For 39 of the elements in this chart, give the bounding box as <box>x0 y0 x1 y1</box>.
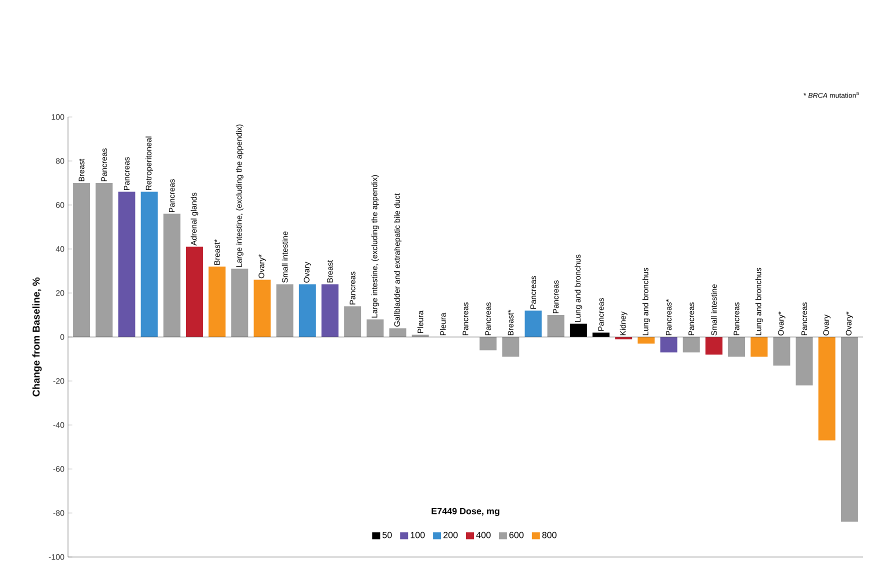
bar <box>592 332 610 337</box>
bar <box>728 337 746 357</box>
bar <box>660 337 678 352</box>
bar <box>140 192 158 337</box>
legend-label: 50 <box>382 532 392 538</box>
bar <box>118 192 136 337</box>
bar <box>321 284 338 337</box>
bar <box>208 266 226 337</box>
bar <box>298 284 316 337</box>
bar <box>750 337 768 357</box>
bar <box>366 319 384 337</box>
bar <box>547 315 564 337</box>
bar <box>638 337 655 344</box>
bar <box>276 284 294 337</box>
bar <box>682 337 700 352</box>
bar <box>73 182 90 337</box>
legend-label: 400 <box>476 532 491 538</box>
bar <box>254 280 271 337</box>
bar <box>344 306 362 337</box>
bar <box>796 337 813 386</box>
bar <box>389 328 406 337</box>
bar <box>705 337 722 355</box>
bar <box>186 246 203 337</box>
bar <box>163 214 180 337</box>
legend-label: 800 <box>542 532 557 538</box>
legend-label: 100 <box>410 532 425 538</box>
legend-title: E7449 Dose, mg <box>432 508 500 516</box>
bar <box>96 182 113 337</box>
bar <box>570 324 587 337</box>
bar <box>480 337 497 350</box>
bar <box>502 337 520 357</box>
bar <box>840 337 858 522</box>
bar <box>231 268 248 337</box>
bar <box>524 310 542 337</box>
legend-label: 600 <box>509 532 524 538</box>
y-axis-title: Change from Baseline, % <box>32 277 42 396</box>
legend-label: 200 <box>444 532 458 538</box>
bar <box>818 337 836 440</box>
bar <box>773 337 790 366</box>
